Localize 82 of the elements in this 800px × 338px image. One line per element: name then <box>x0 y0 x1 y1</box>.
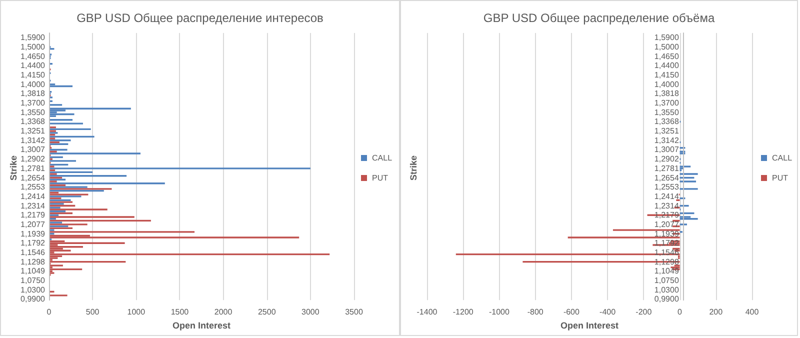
x-tick-label: -400 <box>600 308 616 317</box>
y-tick-label: 1,3550 <box>20 108 46 117</box>
x-axis-title: Open Interest <box>172 320 231 330</box>
y-tick-label: 1,1792 <box>20 238 46 248</box>
x-tick-label: 3500 <box>345 308 364 317</box>
legend-label: PUT <box>372 174 388 182</box>
x-tick-label: 2500 <box>258 308 276 317</box>
x-tick-label: -200 <box>636 308 652 317</box>
y-tick-label: 0,9900 <box>654 294 680 304</box>
y-tick-label: 0,9900 <box>20 294 46 304</box>
legend-label: CALL <box>772 154 793 162</box>
x-tick-label: 0 <box>678 308 683 317</box>
y-tick-label: 1,2654 <box>20 173 46 182</box>
y-tick-label: 1,3142 <box>20 136 46 145</box>
y-tick-label: 1,1939 <box>20 229 46 238</box>
y-tick-label: 1,3550 <box>654 108 680 117</box>
x-tick-label: -800 <box>527 308 544 317</box>
y-tick-label: 1,2414 <box>20 192 46 201</box>
y-tick-label: 1,2077 <box>654 220 680 229</box>
y-tick-label: 1,3007 <box>20 145 46 154</box>
y-tick-label: 1,0750 <box>20 276 46 285</box>
x-tick-label: 500 <box>86 308 100 317</box>
y-tick-label: 1,5000 <box>20 42 46 52</box>
legend-label: CALL <box>372 154 393 162</box>
y-tick-label: 1,2902 <box>654 154 680 164</box>
y-tick-label: 1,3007 <box>654 145 680 154</box>
y-tick-label: 1,3818 <box>20 89 46 98</box>
y-tick-label: 1,2414 <box>654 192 680 201</box>
y-tick-label: 1,3142 <box>654 136 680 145</box>
y-tick-label: 1,1049 <box>654 266 680 276</box>
y-tick-label: 1,4400 <box>20 61 46 70</box>
y-tick-label: 1,2314 <box>20 201 46 210</box>
x-tick-label: 200 <box>709 308 724 317</box>
y-axis-title: Strike <box>8 155 18 181</box>
y-tick-label: 1,3251 <box>20 126 46 136</box>
y-tick-label: 1,5900 <box>20 33 46 42</box>
y-tick-label: 1,2781 <box>20 164 46 173</box>
y-tick-label: 1,2553 <box>20 182 46 192</box>
y-tick-label: 1,0300 <box>20 285 46 294</box>
y-tick-label: 1,3818 <box>654 89 680 98</box>
y-tick-label: 1,3368 <box>20 117 46 126</box>
y-tick-label: 1,3700 <box>20 98 46 108</box>
chart-title: GBP USD Общее распределение интересов <box>76 11 324 25</box>
y-tick-label: 1,4650 <box>20 52 46 61</box>
y-tick-label: 1,1939 <box>654 229 680 238</box>
y-tick-label: 1,0750 <box>654 276 680 285</box>
y-tick-label: 1,2179 <box>20 210 46 220</box>
x-tick-label: -1400 <box>416 308 438 317</box>
y-tick-label: 1,4400 <box>654 61 680 70</box>
x-tick-label: 400 <box>745 308 760 317</box>
y-tick-label: 1,2077 <box>20 220 46 229</box>
y-axis-title: Strike <box>408 155 418 181</box>
y-tick-label: 1,4000 <box>654 80 680 89</box>
x-tick-label: 2000 <box>214 308 233 317</box>
y-tick-label: 1,4150 <box>20 70 46 80</box>
y-tick-label: 1,2902 <box>20 154 46 164</box>
y-tick-label: 1,4650 <box>654 52 680 61</box>
y-tick-label: 1,5000 <box>654 42 680 52</box>
chart-title: GBP USD Общее распределение объёма <box>483 11 715 25</box>
legend-label: PUT <box>772 174 788 182</box>
y-tick-label: 1,1298 <box>20 257 46 266</box>
y-tick-label: 1,4000 <box>20 80 46 89</box>
x-tick-label: 1500 <box>170 308 190 317</box>
y-tick-label: 1,1049 <box>20 266 46 276</box>
x-tick-label: 1000 <box>127 308 146 317</box>
y-tick-label: 1,4150 <box>654 70 680 80</box>
y-tick-label: 1,2781 <box>654 164 680 173</box>
x-tick-label: 3000 <box>302 308 320 317</box>
y-tick-label: 1,2314 <box>654 201 680 210</box>
y-tick-label: 1,3251 <box>654 126 680 136</box>
y-tick-label: 1,2654 <box>654 173 680 182</box>
y-tick-label: 1,1546 <box>20 248 46 257</box>
y-tick-label: 1,5900 <box>654 33 680 42</box>
x-axis-title: Open Interest <box>560 320 619 330</box>
x-tick-label: -600 <box>563 308 580 317</box>
y-tick-label: 1,2553 <box>654 182 680 192</box>
y-tick-label: 1,0300 <box>654 285 680 294</box>
y-tick-label: 1,3700 <box>654 98 680 108</box>
y-tick-label: 1,3368 <box>654 117 680 126</box>
x-tick-label: 0 <box>46 308 52 317</box>
x-tick-label: -1000 <box>488 308 510 317</box>
x-tick-label: -1200 <box>452 308 474 317</box>
